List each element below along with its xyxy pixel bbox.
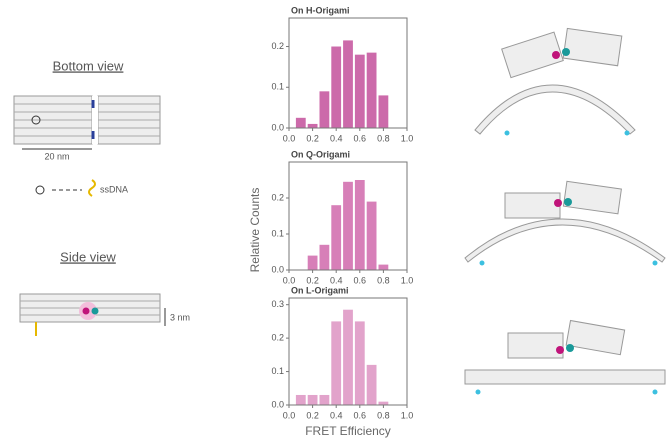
bar xyxy=(366,201,377,270)
bar xyxy=(378,401,389,405)
chart-title: On L-Origami xyxy=(291,285,349,295)
bar xyxy=(307,255,318,270)
bar xyxy=(295,117,306,128)
bar xyxy=(343,181,353,270)
bar xyxy=(331,321,342,405)
height-label: 3 nm xyxy=(170,312,190,322)
x-tick-label: 1.0 xyxy=(401,133,414,143)
x-tick-label: 0.2 xyxy=(306,275,319,285)
bar xyxy=(319,394,330,405)
x-tick-label: 0.4 xyxy=(330,133,343,143)
bar xyxy=(307,394,318,405)
side-view-diagram xyxy=(19,293,166,336)
bar xyxy=(378,95,389,128)
bar xyxy=(343,40,353,128)
ssdna-label: ssDNA xyxy=(100,184,128,194)
bar xyxy=(331,205,342,270)
bar xyxy=(343,309,353,405)
bar xyxy=(354,321,365,405)
y-tick-label: 0.0 xyxy=(271,264,284,274)
x-tick-label: 0.6 xyxy=(354,133,367,143)
bar xyxy=(366,364,377,405)
bar xyxy=(331,46,342,128)
y-tick-label: 0.2 xyxy=(271,333,284,343)
y-tick-label: 0.0 xyxy=(271,122,284,132)
x-tick-label: 0.2 xyxy=(306,133,319,143)
x-tick-label: 0.6 xyxy=(354,410,367,420)
bottom-view-label: Bottom view xyxy=(53,58,124,73)
bar xyxy=(354,180,365,270)
x-tick-label: 1.0 xyxy=(401,410,414,420)
x-tick-label: 0.4 xyxy=(330,410,343,420)
plot-frame xyxy=(288,161,408,271)
x-tick-label: 0.6 xyxy=(354,275,367,285)
bottom-view-diagram xyxy=(13,95,161,197)
y-tick-label: 0.1 xyxy=(271,366,284,376)
chart-title: On H-Origami xyxy=(291,5,350,15)
x-tick-label: 0.2 xyxy=(306,410,319,420)
y-tick-label: 0.3 xyxy=(271,299,284,309)
x-tick-label: 0.8 xyxy=(377,133,390,143)
scale-label: 20 nm xyxy=(44,151,69,161)
bar xyxy=(366,52,377,128)
side-view-label: Side view xyxy=(60,249,116,264)
bar xyxy=(319,244,330,270)
x-tick-label: 0.4 xyxy=(330,275,343,285)
y-axis-label: Relative Counts xyxy=(248,188,262,273)
y-tick-label: 0.1 xyxy=(271,82,284,92)
bar xyxy=(378,264,389,270)
plot-frame xyxy=(288,17,408,129)
x-tick-label: 0.8 xyxy=(377,410,390,420)
x-axis-label: FRET Efficiency xyxy=(305,424,391,438)
y-tick-label: 0.2 xyxy=(271,192,284,202)
x-tick-label: 1.0 xyxy=(401,275,414,285)
x-tick-label: 0.0 xyxy=(283,410,296,420)
x-tick-label: 0.0 xyxy=(283,275,296,285)
y-tick-label: 0.2 xyxy=(271,41,284,51)
y-tick-label: 0.0 xyxy=(271,399,284,409)
x-tick-label: 0.8 xyxy=(377,275,390,285)
bar xyxy=(319,91,330,128)
bar xyxy=(295,394,306,405)
y-tick-label: 0.1 xyxy=(271,228,284,238)
plot-frame xyxy=(288,297,408,406)
bar xyxy=(307,123,318,128)
x-tick-label: 0.0 xyxy=(283,133,296,143)
origami-diagrams xyxy=(464,27,666,395)
chart-title: On Q-Origami xyxy=(291,149,350,159)
bar xyxy=(354,54,365,128)
